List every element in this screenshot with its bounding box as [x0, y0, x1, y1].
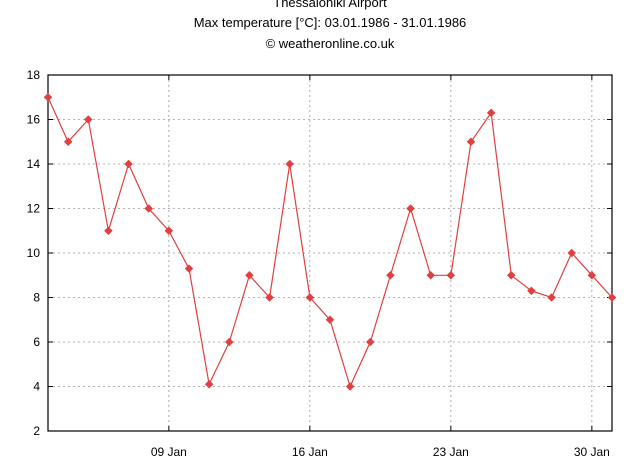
series-line	[47, 97, 613, 389]
data-point	[345, 382, 355, 391]
y-tick-label: 8	[33, 291, 40, 305]
data-point	[265, 293, 274, 302]
y-tick-label: 6	[33, 335, 40, 349]
grid-lines	[48, 75, 612, 431]
data-point	[406, 204, 415, 213]
data-point	[43, 92, 53, 102]
data-point	[547, 293, 556, 302]
data-point	[567, 248, 577, 258]
chart-title-source: © weatheronline.co.uk	[266, 36, 395, 51]
data-point	[325, 315, 335, 325]
data-point	[527, 286, 536, 296]
data-point	[83, 115, 93, 124]
data-point	[587, 270, 597, 280]
plot-frame	[47, 74, 613, 432]
data-point	[124, 159, 133, 169]
y-tick-label: 12	[27, 202, 41, 216]
data-point	[365, 337, 375, 347]
x-tick-label: 23 Jan	[433, 445, 469, 459]
y-tick-label: 18	[27, 68, 41, 82]
data-point	[486, 108, 496, 118]
data-point	[466, 137, 476, 147]
y-tick-label: 14	[27, 157, 41, 171]
data-point	[144, 204, 154, 213]
data-point	[285, 159, 295, 169]
data-point	[245, 270, 254, 280]
chart-title-variable: Max temperature [°C]: 03.01.1986 - 31.01…	[194, 15, 467, 30]
data-point	[224, 337, 234, 347]
y-tick-label: 4	[33, 380, 40, 394]
y-tick-label: 16	[27, 113, 41, 127]
tick-labels: 2 4 6 8 10 12 14 16 18 09 Jan 16 Jan 23 Jan 30 Jan	[27, 68, 610, 459]
data-series	[43, 92, 617, 391]
x-tick-label: 09 Jan	[151, 445, 187, 459]
x-tick-label: 16 Jan	[292, 445, 328, 459]
axes	[47, 74, 613, 432]
data-point	[386, 270, 395, 280]
data-point	[426, 270, 436, 280]
data-point	[164, 226, 174, 236]
x-tick-label: 30 Jan	[574, 445, 610, 459]
data-point	[305, 293, 315, 302]
chart-title-station: Thessaloniki Airport	[273, 0, 387, 10]
data-point	[506, 270, 516, 280]
data-point	[184, 264, 194, 273]
data-point	[446, 270, 456, 280]
y-tick-label: 2	[33, 424, 40, 438]
data-point	[63, 137, 73, 147]
chart-titles: Thessaloniki Airport Max temperature [°C…	[194, 0, 467, 51]
data-point	[204, 379, 214, 389]
y-tick-label: 10	[27, 246, 41, 260]
data-point	[104, 226, 113, 236]
data-point	[607, 293, 617, 302]
